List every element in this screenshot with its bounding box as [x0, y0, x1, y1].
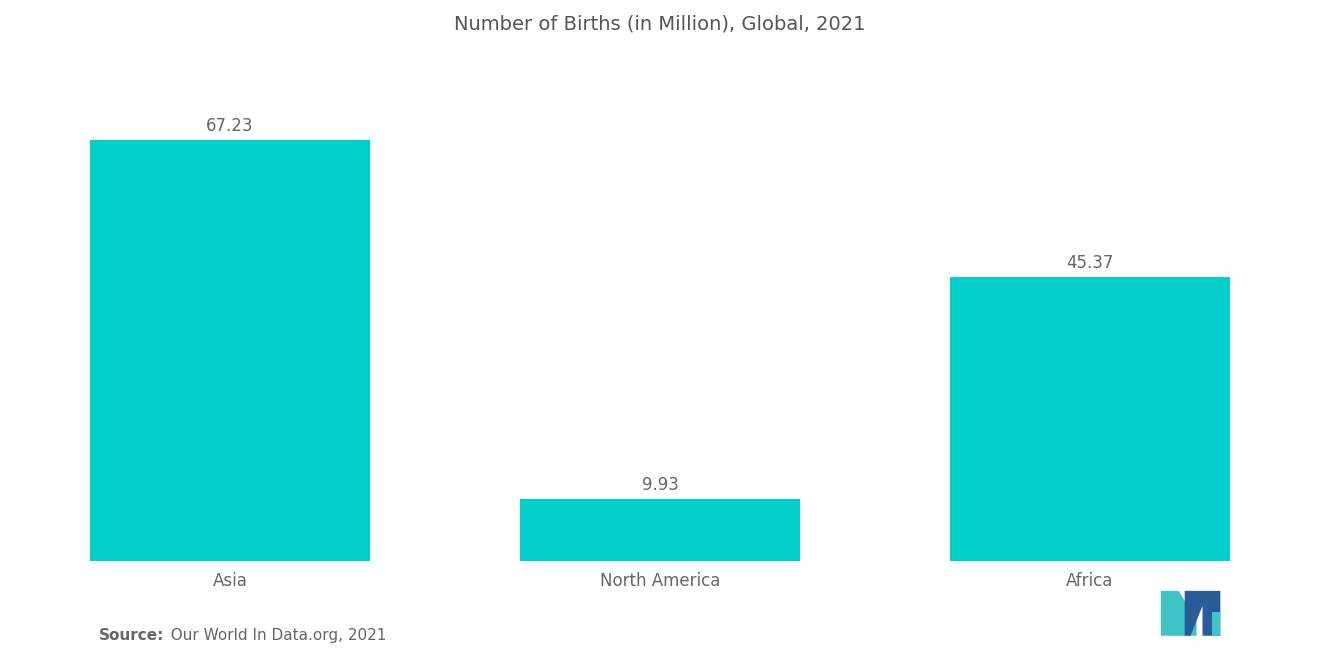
Bar — [90, 140, 370, 561]
Text: 45.37: 45.37 — [1067, 254, 1114, 272]
Text: 67.23: 67.23 — [206, 118, 253, 136]
Text: Our World In Data.org, 2021: Our World In Data.org, 2021 — [161, 628, 387, 643]
Text: 9.93: 9.93 — [642, 476, 678, 494]
Bar — [520, 499, 800, 561]
Bar — [950, 277, 1230, 561]
Polygon shape — [1212, 612, 1220, 636]
Text: Source:: Source: — [99, 628, 165, 643]
Title: Number of Births (in Million), Global, 2021: Number of Births (in Million), Global, 2… — [454, 15, 866, 34]
Polygon shape — [1185, 591, 1220, 636]
Polygon shape — [1162, 591, 1196, 636]
